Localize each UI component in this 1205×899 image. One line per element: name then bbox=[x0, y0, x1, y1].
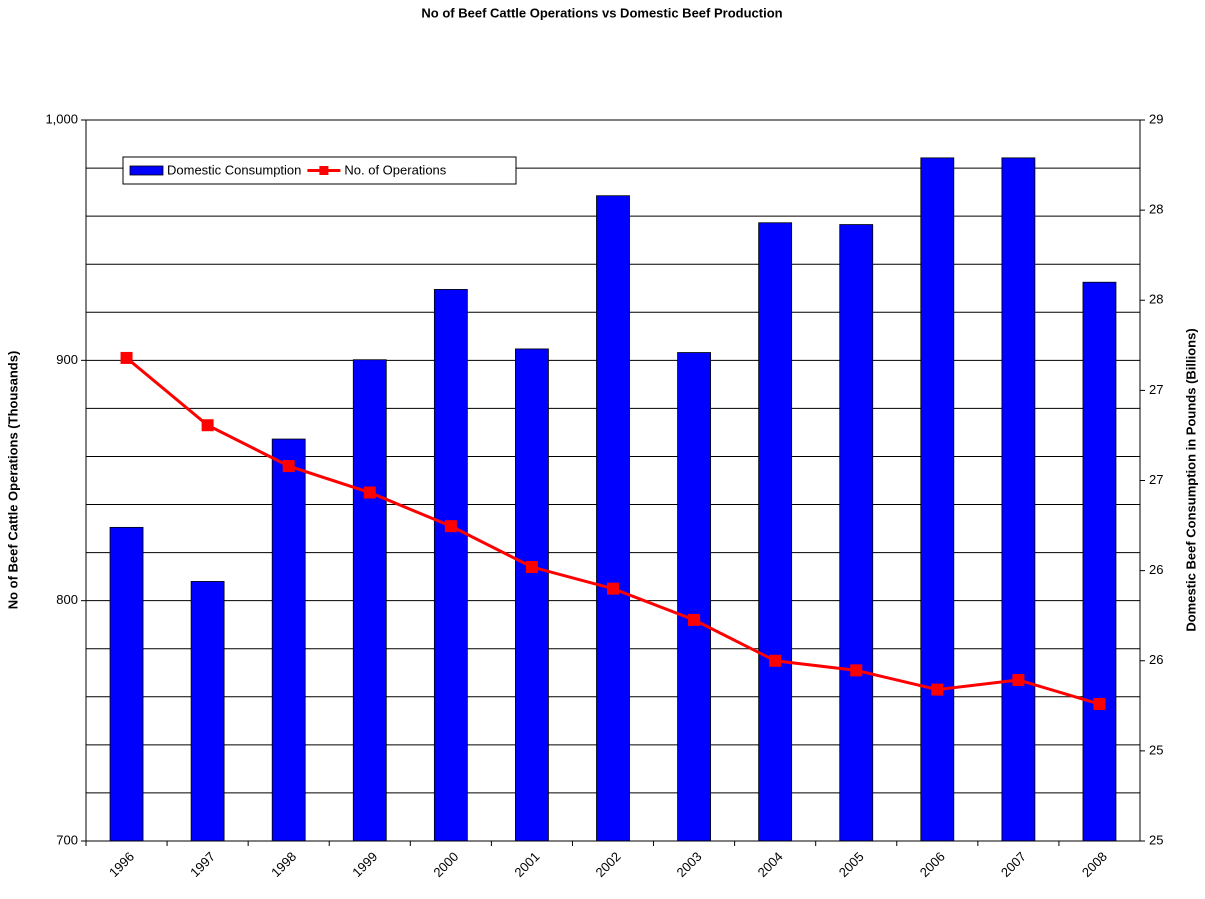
bar bbox=[109, 526, 144, 842]
x-tick-label: 2002 bbox=[592, 849, 623, 880]
marker bbox=[120, 351, 133, 364]
y-tick-label: 700 bbox=[56, 832, 78, 847]
bar bbox=[515, 348, 549, 842]
y2-tick-label: 26 bbox=[1149, 562, 1163, 577]
chart-title: No of Beef Cattle Operations vs Domestic… bbox=[421, 5, 782, 20]
marker bbox=[525, 561, 538, 574]
legend-label: Domestic Consumption bbox=[167, 162, 301, 177]
y2-tick-label: 27 bbox=[1149, 382, 1163, 397]
x-tick-label: 2006 bbox=[917, 849, 948, 880]
marker bbox=[201, 419, 214, 432]
y2-tick-label: 25 bbox=[1149, 832, 1163, 847]
y2-tick-label: 29 bbox=[1149, 111, 1163, 126]
x-tick-label: 2001 bbox=[511, 849, 542, 880]
marker bbox=[444, 520, 457, 533]
bar bbox=[839, 224, 874, 842]
x-tick-label: 2000 bbox=[430, 849, 461, 880]
marker bbox=[688, 613, 701, 626]
x-tick-label: 1998 bbox=[268, 849, 299, 880]
bar bbox=[352, 359, 387, 842]
y2-tick-label: 28 bbox=[1149, 202, 1163, 217]
marker bbox=[931, 683, 944, 696]
y-tick-label: 900 bbox=[56, 352, 78, 367]
legend: Domestic Consumption No. of Operations bbox=[122, 156, 517, 185]
marker bbox=[1012, 673, 1025, 686]
y2-axis-label: Domestic Beef Consumption in Pounds (Bil… bbox=[1183, 328, 1198, 631]
bar bbox=[190, 581, 225, 842]
marker bbox=[1093, 698, 1106, 711]
x-tick-label: 1999 bbox=[349, 849, 380, 880]
y2-tick-label: 25 bbox=[1149, 742, 1163, 757]
legend-swatch bbox=[319, 166, 329, 175]
y2-tick-label: 27 bbox=[1149, 472, 1163, 487]
marker bbox=[769, 654, 782, 667]
bar bbox=[433, 289, 468, 842]
bar bbox=[677, 352, 711, 842]
y-tick-label: 1,000 bbox=[45, 111, 78, 126]
x-tick-label: 2008 bbox=[1079, 849, 1110, 880]
x-tick-label: 2007 bbox=[998, 849, 1029, 880]
y2-tick-label: 28 bbox=[1149, 292, 1163, 307]
bar bbox=[758, 222, 793, 842]
marker bbox=[850, 664, 863, 677]
marker bbox=[282, 460, 295, 473]
bar bbox=[1001, 157, 1036, 842]
x-tick-label: 2004 bbox=[755, 849, 786, 880]
marker bbox=[363, 486, 376, 499]
x-tick-label: 1997 bbox=[187, 849, 218, 880]
y2-tick-label: 26 bbox=[1149, 652, 1163, 667]
marker bbox=[607, 582, 619, 595]
bar bbox=[271, 438, 306, 842]
y-axis-label: No of Beef Cattle Operations (Thousands) bbox=[5, 351, 20, 610]
y-tick-label: 800 bbox=[56, 592, 78, 607]
x-tick-label: 2003 bbox=[674, 849, 705, 880]
bar bbox=[596, 195, 630, 842]
legend-label: No. of Operations bbox=[344, 162, 446, 177]
legend-swatch bbox=[129, 165, 164, 176]
x-tick-label: 2005 bbox=[836, 849, 867, 880]
x-tick-label: 1996 bbox=[106, 849, 137, 880]
bar bbox=[920, 157, 955, 842]
bar bbox=[1082, 281, 1117, 842]
